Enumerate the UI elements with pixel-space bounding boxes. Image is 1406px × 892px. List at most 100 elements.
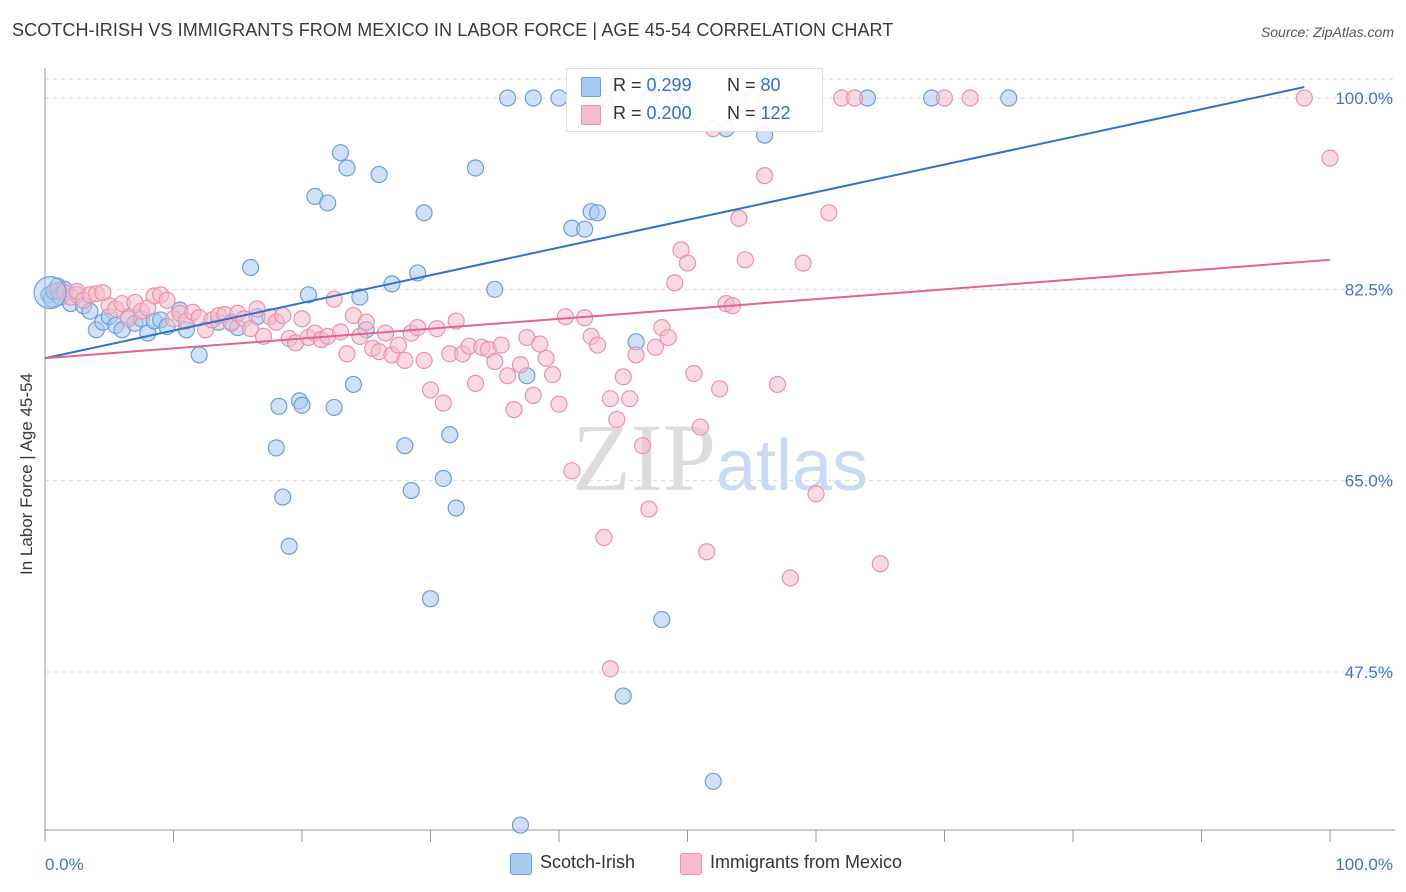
- point-mexico: [158, 291, 176, 309]
- point-scotch-irish: [370, 165, 388, 184]
- point-mexico: [524, 386, 542, 404]
- point-mexico: [736, 251, 754, 269]
- point-mexico: [768, 375, 787, 394]
- point-scotch-irish: [499, 89, 517, 107]
- point-scotch-irish-cluster: [33, 276, 67, 310]
- point-mexico: [781, 569, 799, 587]
- point-mexico: [633, 437, 652, 455]
- point-scotch-irish: [299, 286, 318, 304]
- point-scotch-irish: [588, 204, 607, 222]
- legend-swatch-blue: [581, 77, 601, 97]
- point-mexico: [119, 310, 138, 328]
- point-scotch-irish: [344, 375, 362, 394]
- legend-n-label: N =: [727, 75, 756, 95]
- source-label: Source: ZipAtlas.com: [1260, 24, 1394, 40]
- trend-line-scotch-irish: [44, 86, 1305, 360]
- legend-label: Scotch-Irish: [540, 852, 636, 872]
- point-mexico: [357, 313, 375, 331]
- point-scotch-irish: [338, 159, 356, 177]
- point-mexico: [409, 319, 427, 337]
- point-scotch-irish: [293, 396, 311, 414]
- point-mexico: [595, 528, 613, 547]
- point-scotch-irish: [351, 288, 369, 306]
- point-mexico: [755, 167, 774, 185]
- legend-r-label: R =: [613, 75, 642, 95]
- point-mexico: [608, 410, 626, 429]
- point-mexico: [531, 335, 549, 353]
- legend-swatch-blue: [510, 853, 532, 875]
- point-scotch-irish: [576, 220, 594, 238]
- point-scotch-irish: [325, 398, 343, 417]
- point-mexico: [242, 320, 260, 338]
- point-scotch-irish: [486, 280, 504, 298]
- point-mexico: [434, 394, 452, 412]
- point-mexico: [627, 346, 645, 364]
- point-scotch-irish: [550, 89, 568, 107]
- point-mexico: [794, 254, 812, 272]
- point-mexico: [274, 306, 292, 325]
- point-mexico: [691, 418, 709, 436]
- point-mexico: [447, 312, 465, 330]
- point-scotch-irish: [466, 159, 485, 177]
- legend-r-value: 0.299: [646, 75, 692, 95]
- point-mexico: [543, 366, 562, 384]
- point-mexico: [505, 401, 523, 419]
- point-mexico: [499, 367, 517, 385]
- point-scotch-irish: [242, 258, 260, 277]
- legend-r-value: 0.200: [646, 103, 692, 123]
- point-mexico: [556, 308, 575, 326]
- point-mexico: [550, 395, 568, 413]
- x-tick-label: 100.0%: [1335, 855, 1393, 874]
- point-scotch-irish: [614, 687, 632, 705]
- point-mexico: [325, 290, 343, 308]
- legend-stats: R = 0.299 N = 80 R = 0.200 N = 122: [566, 68, 823, 132]
- point-scotch-irish: [270, 397, 288, 415]
- point-scotch-irish: [267, 439, 285, 457]
- point-mexico: [588, 336, 607, 354]
- point-mexico: [820, 204, 838, 222]
- point-scotch-irish: [190, 346, 208, 364]
- point-scotch-irish: [441, 426, 459, 444]
- y-axis-label: In Labor Force | Age 45-54: [17, 373, 36, 575]
- point-mexico: [466, 374, 485, 392]
- point-scotch-irish: [280, 537, 298, 555]
- y-tick-label: 82.5%: [1345, 280, 1393, 299]
- point-mexico: [935, 89, 954, 107]
- y-tick-labels: 47.5% 65.0% 82.5% 100.0%: [1335, 89, 1393, 682]
- point-scotch-irish: [434, 469, 452, 488]
- point-scotch-irish: [396, 437, 414, 455]
- point-mexico: [871, 555, 889, 573]
- point-mexico: [807, 485, 825, 503]
- point-scotch-irish: [1000, 89, 1018, 107]
- chart-title: SCOTCH-IRISH VS IMMIGRANTS FROM MEXICO I…: [12, 20, 894, 40]
- gridlines: [45, 78, 1395, 673]
- point-mexico: [537, 349, 555, 367]
- point-mexico: [415, 351, 433, 369]
- point-mexico: [351, 327, 369, 345]
- point-mexico: [961, 89, 979, 107]
- point-mexico: [421, 381, 440, 399]
- legend-swatch-pink: [581, 105, 601, 125]
- point-mexico: [678, 254, 697, 272]
- x-tick-label: 0.0%: [45, 855, 84, 874]
- x-tick-labels: 0.0% 100.0%: [45, 855, 1393, 874]
- watermark: ZIPatlas: [572, 404, 868, 511]
- point-mexico: [331, 323, 350, 341]
- point-mexico: [640, 500, 658, 518]
- point-scotch-irish: [511, 816, 530, 834]
- legend-n-value: 80: [760, 75, 781, 95]
- point-mexico: [601, 390, 620, 408]
- point-mexico: [293, 310, 311, 328]
- point-mexico: [845, 89, 864, 107]
- point-mexico: [389, 336, 407, 354]
- point-scotch-irish: [447, 499, 465, 517]
- point-scotch-irish: [331, 144, 350, 162]
- point-scotch-irish: [524, 89, 542, 107]
- point-mexico: [486, 352, 504, 371]
- point-mexico: [1295, 89, 1313, 107]
- point-scotch-irish: [415, 204, 433, 222]
- legend-n-value: 122: [760, 103, 791, 123]
- point-mexico: [621, 390, 639, 408]
- point-mexico: [685, 364, 703, 383]
- y-tick-label: 47.5%: [1345, 663, 1393, 682]
